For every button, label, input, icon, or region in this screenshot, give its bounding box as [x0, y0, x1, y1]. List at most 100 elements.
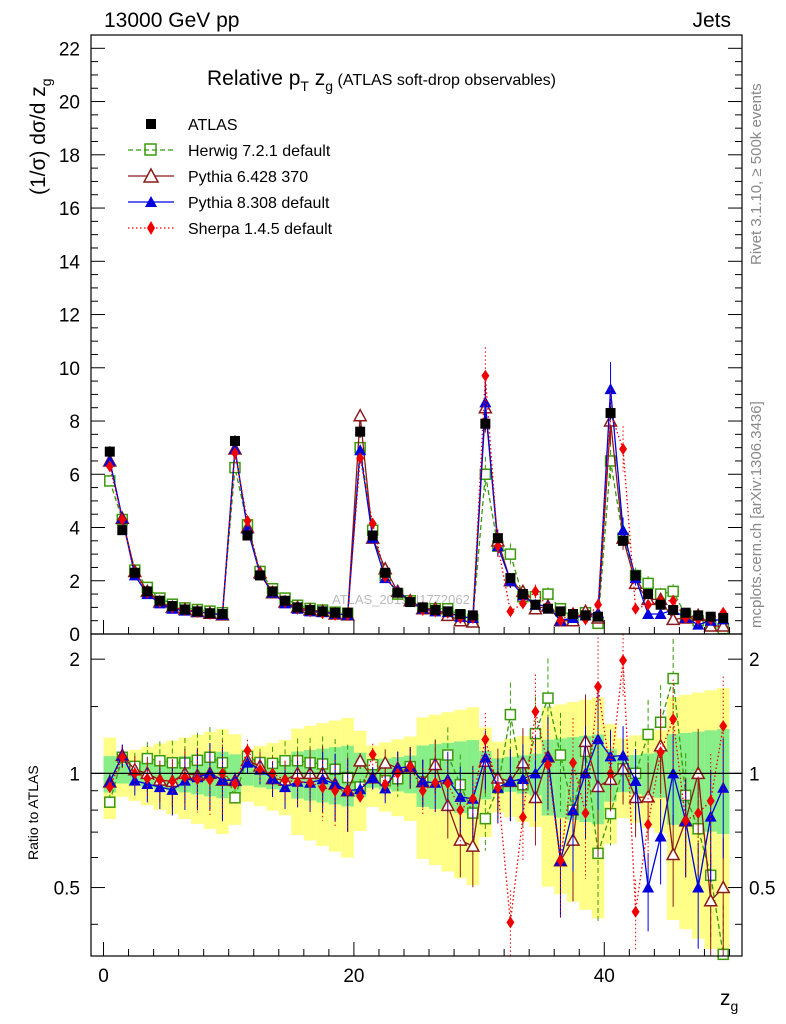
herwig-ratio-point — [504, 708, 517, 721]
pythia8-ratio-point — [316, 773, 329, 785]
sherpa-point — [669, 594, 678, 607]
herwig-ratio-point — [542, 692, 554, 704]
y-axis-label-text: (1/σ) dσ/d z — [27, 86, 50, 195]
pythia8-ratio-point — [642, 881, 655, 893]
sherpa-point — [356, 452, 365, 465]
atlas-point — [705, 611, 716, 622]
atlas-point — [154, 595, 165, 606]
legend-marker-pythia8 — [145, 196, 157, 207]
pythia6-ratio-point — [715, 879, 731, 894]
y-tick-label: 8 — [69, 412, 80, 433]
ratio-frame — [90, 633, 743, 957]
sherpa-ratio-point — [644, 818, 653, 831]
sherpa-point — [594, 598, 603, 611]
pythia8-ratio-point — [241, 756, 254, 768]
x-axis-label: zg — [720, 987, 738, 1014]
sherpa-ratio-point — [619, 654, 628, 667]
series-layer — [102, 347, 731, 961]
ratio-tick-label-right: 0.5 — [749, 879, 775, 900]
herwig-ratio-point — [104, 796, 116, 808]
sherpa-ratio-point — [456, 804, 465, 817]
herwig-ratio-point — [554, 749, 567, 761]
sherpa-point — [556, 614, 565, 627]
pythia8-ratio-point — [516, 772, 529, 784]
sherpa-ratio-point — [506, 916, 515, 929]
herwig-ratio-point — [229, 792, 241, 804]
herwig-ratio-point — [667, 672, 679, 685]
atlas-point — [305, 605, 316, 616]
atlas-point — [643, 589, 654, 600]
ratio-tick-label-right: 2 — [749, 650, 760, 671]
atlas-point — [530, 599, 541, 610]
y-tick-label: 14 — [59, 252, 81, 273]
y-tick-label: 20 — [59, 93, 80, 114]
herwig-ratio-point — [642, 728, 654, 741]
atlas-point — [680, 607, 691, 618]
atlas-point — [117, 525, 128, 536]
y-tick-label: 10 — [59, 359, 80, 380]
sherpa-ratio-point — [656, 746, 665, 759]
sherpa-ratio-point — [681, 814, 690, 827]
legend-marker-pythia6 — [142, 167, 160, 183]
sherpa-ratio-point — [594, 680, 603, 693]
pythia8-point — [479, 396, 492, 408]
ratio-tick-label-left: 2 — [69, 650, 80, 671]
pythia8-ratio-point — [566, 804, 579, 816]
legend-marker-herwig — [144, 143, 157, 156]
atlas-point — [355, 426, 366, 437]
sherpa-ratio-point — [431, 776, 440, 789]
pythia6-ratio-point — [377, 755, 393, 769]
sherpa-ratio-point — [531, 705, 540, 718]
atlas-point — [280, 595, 291, 606]
sherpa-ratio-point — [243, 744, 252, 757]
sherpa-ratio-point — [406, 760, 415, 773]
sherpa-point — [243, 514, 252, 527]
pythia8-point — [642, 608, 655, 620]
herwig-point — [642, 577, 654, 590]
atlas-point — [555, 606, 566, 617]
pythia6-ratio-point — [703, 893, 718, 907]
herwig-ratio-point — [479, 812, 492, 825]
pythia8-ratio-point — [617, 749, 630, 761]
atlas-point — [580, 610, 591, 621]
herwig-point — [504, 548, 517, 560]
y-tick-label: 0 — [69, 625, 80, 646]
y-tick-label: 16 — [59, 199, 80, 220]
x-tick-label: 20 — [343, 966, 364, 987]
legend-marker-sherpa — [147, 221, 155, 235]
atlas-point — [367, 530, 378, 541]
atlas-point — [129, 567, 140, 578]
atlas-point — [668, 605, 679, 616]
sherpa-ratio-point — [256, 763, 265, 776]
pythia8-ratio-point — [504, 775, 517, 787]
sherpa-ratio-point — [368, 748, 377, 761]
sherpa-ratio-point — [556, 854, 565, 867]
series-atlas — [104, 406, 729, 624]
atlas-point — [229, 435, 240, 446]
sherpa-ratio-point — [168, 775, 177, 788]
herwig-point — [542, 588, 554, 600]
y-axis-label-sub: g — [38, 78, 54, 86]
pythia8-ratio-point — [354, 783, 367, 795]
atlas-point — [442, 606, 453, 617]
atlas-point — [505, 573, 516, 584]
atlas-point — [142, 586, 153, 597]
sherpa-ratio-point — [143, 772, 152, 785]
sherpa-point — [105, 460, 114, 473]
mcplots-label: mcplots.cern.ch [arXiv:1306.3436] — [748, 401, 765, 628]
atlas-point — [417, 602, 428, 613]
y-tick-label: 2 — [69, 572, 80, 593]
atlas-point — [618, 535, 629, 546]
atlas-point — [342, 607, 353, 618]
atlas-point — [267, 586, 278, 597]
sherpa-point — [619, 442, 628, 455]
pythia6-point — [715, 618, 731, 632]
sherpa-ratio-point — [381, 778, 390, 791]
atlas-point — [718, 613, 729, 624]
sherpa-ratio-point — [105, 781, 114, 794]
sherpa-ratio-point — [706, 794, 715, 807]
sherpa-ratio-point — [155, 774, 164, 787]
sherpa-ratio-point — [543, 758, 552, 771]
